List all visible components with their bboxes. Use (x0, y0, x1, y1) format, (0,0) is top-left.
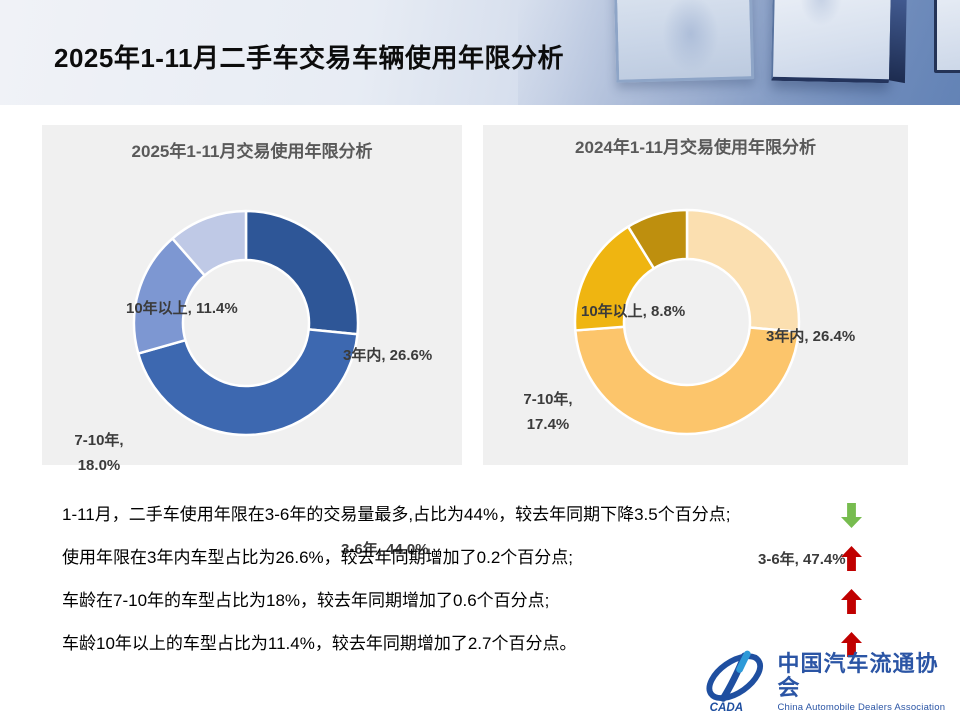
logo-name-cn: 中国汽车流通协会 (777, 650, 939, 700)
donut-segment-3 (171, 209, 248, 277)
bullet-row-3: 车龄在7-10年的车型占比为18%，较去年同期增加了0.6个百分点; (62, 586, 868, 616)
data-label-2025-under3y: 3年内, 26.6% (343, 347, 433, 364)
cube-graphic-2 (770, 0, 892, 84)
data-label-2025-7to10y: 7-10年, 18.0% (46, 428, 152, 478)
cada-acronym: CADA (710, 702, 743, 714)
slide-title: 2025年1-11月二手车交易车辆使用年限分析 (54, 43, 564, 73)
chart-panel-2025: 2025年1-11月交易使用年限分析 10年以上, 11.4% 3年内, 26.… (42, 125, 462, 558)
donut-segment-1 (574, 325, 800, 436)
data-label-line2: 18.0% (77, 457, 121, 474)
donut-segment-3 (626, 208, 689, 270)
cada-logo: CADA 中国汽车流通协会 China Automobile Dealers A… (700, 650, 960, 714)
logo-name-en: China Automobile Dealers Association (777, 701, 946, 713)
data-label-2024-over10y: 10年以上, 8.8% (581, 303, 686, 320)
data-label-2025-3to6y: 3-6年, 44.0% (341, 541, 429, 558)
data-label-2025-over10y: 10年以上, 11.4% (126, 300, 238, 317)
donut-segment-1 (137, 328, 359, 437)
bullet-text-2: 使用年限在3年内车型占比为26.6%，较去年同期增加了0.2个百分点; (62, 548, 574, 567)
cada-logo-icon: CADA (706, 650, 763, 714)
analysis-text-block: 1-11月，二手车使用年限在3-6年的交易量最多,占比为44%，较去年同期下降3… (62, 500, 868, 672)
bullet-text-4: 车龄10年以上的车型占比为11.4%，较去年同期增加了2.7个百分点。 (62, 634, 577, 653)
bullet-row-4: 车龄10年以上的车型占比为11.4%，较去年同期增加了2.7个百分点。 (62, 629, 868, 659)
logo-text: 中国汽车流通协会 China Automobile Dealers Associ… (777, 650, 960, 713)
bullet-row-2: 使用年限在3年内车型占比为26.6%，较去年同期增加了0.2个百分点; (62, 543, 868, 573)
data-label-line1: 7-10年, (523, 391, 573, 408)
chart-panel-2024: 2024年1-11月交易使用年限分析 10年以上, 8.8% 3年内, 26.4… (483, 125, 908, 568)
donut-segment-0 (244, 209, 360, 336)
donut-chart-2024 (573, 208, 801, 436)
header-banner (0, 0, 960, 105)
bullet-text-1: 1-11月，二手车使用年限在3-6年的交易量最多,占比为44%，较去年同期下降3… (62, 505, 731, 524)
data-label-2024-3to6y: 3-6年, 47.4% (758, 551, 846, 568)
donut-segment-0 (685, 208, 801, 334)
bullet-text-3: 车龄在7-10年的车型占比为18%，较去年同期增加了0.6个百分点; (62, 591, 550, 610)
donut-chart-2025 (132, 209, 360, 437)
cube-graphic-3 (934, 0, 960, 73)
chart-title-2025: 2025年1-11月交易使用年限分析 (131, 142, 373, 161)
chart-title-2024: 2024年1-11月交易使用年限分析 (575, 138, 816, 157)
data-label-line1: 7-10年, (74, 432, 124, 449)
data-label-2024-under3y: 3年内, 26.4% (766, 328, 856, 345)
bullet-row-1: 1-11月，二手车使用年限在3-6年的交易量最多,占比为44%，较去年同期下降3… (62, 500, 868, 530)
data-label-line2: 17.4% (526, 416, 570, 433)
cube-graphic-1 (613, 0, 755, 83)
data-label-2024-7to10y: 7-10年, 17.4% (495, 387, 601, 437)
